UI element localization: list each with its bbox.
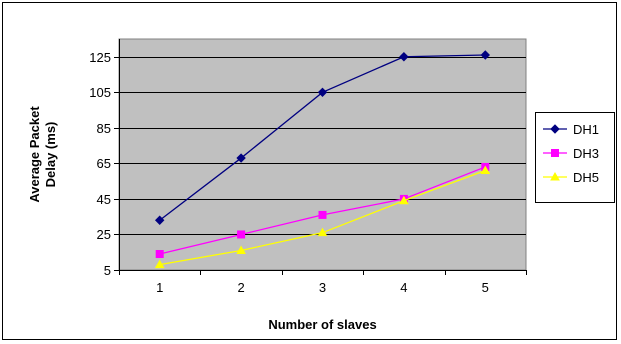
data-point [318, 210, 327, 219]
x-tick-label: 1 [156, 280, 163, 295]
y-tick-label: 25 [97, 227, 111, 242]
series-layer [154, 50, 491, 269]
x-tick-label: 2 [237, 280, 244, 295]
x-axis-title: Number of slaves [268, 317, 376, 332]
data-point [317, 87, 328, 98]
legend-marker [550, 171, 560, 181]
legend-marker [551, 149, 559, 157]
legend-label: DH1 [573, 122, 599, 137]
legend-item-dh1: DH1 [543, 122, 599, 137]
series-dh5 [154, 165, 491, 269]
data-point [317, 227, 328, 237]
y-tick-label: 5 [104, 263, 111, 278]
data-point [480, 165, 491, 174]
y-tick-label: 65 [97, 156, 111, 171]
legend-label: DH5 [573, 170, 599, 185]
data-point [154, 259, 165, 269]
x-tick-label: 5 [482, 280, 489, 295]
series-dh1 [154, 50, 491, 225]
y-tick-label: 85 [97, 121, 111, 136]
data-point [480, 50, 491, 60]
data-point [399, 52, 409, 62]
chart-frame: 5 25 45 65 85 105 125 1 2 3 4 5 Average PacketDelay… [2, 2, 617, 340]
data-point [399, 195, 409, 205]
legend: DH1 DH3 DH5 [535, 112, 615, 203]
data-point [236, 245, 246, 254]
legend-marker [550, 124, 560, 134]
y-tick-label: 105 [89, 85, 111, 100]
y-axis-title-line: Average Packet [27, 106, 42, 203]
legend-box [535, 112, 615, 203]
x-tick-label: 3 [319, 280, 326, 295]
data-point [237, 230, 246, 239]
data-point [154, 215, 165, 225]
legend-item-dh5: DH5 [543, 170, 599, 185]
data-point [155, 250, 164, 259]
legend-item-dh3: DH3 [543, 146, 599, 161]
y-tick-label: 45 [97, 192, 111, 207]
data-point [236, 153, 246, 163]
x-tick-label: 4 [400, 280, 407, 295]
y-tick-label: 125 [89, 50, 111, 65]
y-axis-title-line: Delay (ms) [43, 122, 58, 188]
y-axis-title: Average PacketDelay (ms) [27, 106, 58, 203]
legend-label: DH3 [573, 146, 599, 161]
